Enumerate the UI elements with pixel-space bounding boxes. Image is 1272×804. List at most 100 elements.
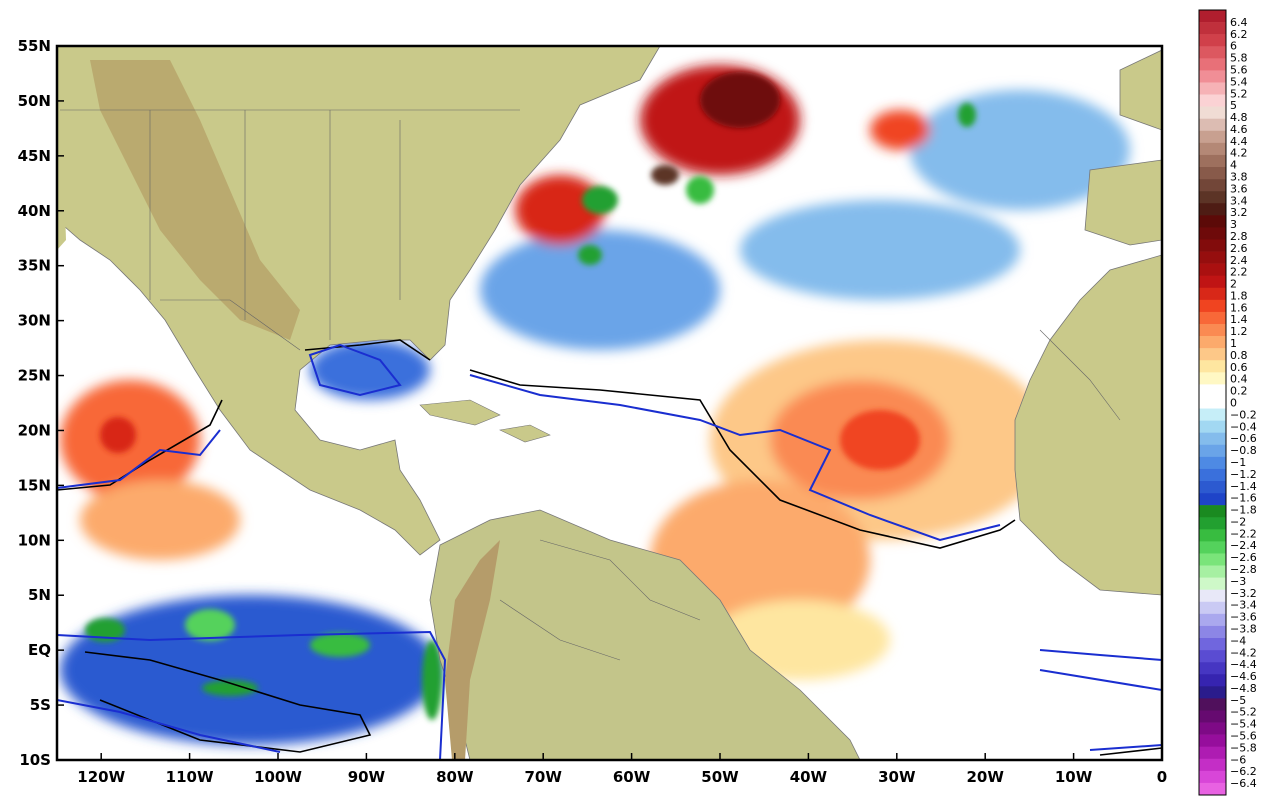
- colorbar-label: −4.4: [1230, 658, 1257, 671]
- colorbar-swatch: [1199, 493, 1226, 506]
- colorbar-label: 0.2: [1230, 385, 1248, 398]
- colorbar-swatch: [1199, 589, 1226, 603]
- colorbar-swatch: [1199, 613, 1226, 627]
- colorbar-swatch: [1199, 601, 1226, 615]
- cool-core-green-2: [686, 176, 714, 204]
- colorbar-label: 4.6: [1230, 123, 1248, 136]
- colorbar-swatch: [1199, 674, 1226, 687]
- hispaniola-landmass: [499, 424, 551, 443]
- latitude-axis: 55N 50N 45N 40N 35N 30N 25N 20N 15N 10N 5N EQ 5S 10S: [18, 37, 64, 769]
- colorbar-label: 4: [1230, 159, 1237, 172]
- political-boundaries: [60, 109, 1121, 661]
- warm-core-dark: [700, 72, 780, 128]
- colorbar-label: 3.8: [1230, 171, 1248, 184]
- colorbar-swatch: [1199, 529, 1226, 542]
- colorbar-label: −3.8: [1230, 622, 1257, 635]
- colorbar-swatch: [1199, 456, 1226, 470]
- baja-coast: [57, 160, 66, 250]
- colorbar-swatch: [1199, 203, 1226, 216]
- colorbar-swatch: [1199, 311, 1226, 325]
- lon-tick-label: 40W: [790, 768, 828, 786]
- colorbar-label: −3.4: [1230, 599, 1257, 612]
- cool-core-green-pacific-2: [310, 633, 370, 657]
- colorbar-label: 5.4: [1230, 75, 1248, 88]
- black-contour-pacific-north: [57, 399, 223, 491]
- cool-core-green-3: [578, 245, 602, 265]
- colorbar-label: 0.6: [1230, 361, 1248, 374]
- warm-core-pacific: [100, 417, 136, 453]
- colorbar-swatch: [1199, 468, 1226, 482]
- colorbar-swatch: [1199, 770, 1226, 784]
- british-isles-landmass: [1119, 49, 1162, 131]
- colorbar-label: −5.2: [1230, 706, 1257, 719]
- colorbar-label: −1.6: [1230, 492, 1257, 505]
- colorbar-label: −0.6: [1230, 432, 1257, 445]
- lon-tick-label: 50W: [701, 768, 739, 786]
- colorbar-swatch: [1199, 130, 1226, 144]
- colorbar-label: 2.8: [1230, 230, 1248, 243]
- colorbar-swatch: [1199, 565, 1226, 578]
- colorbar-label: −5: [1230, 694, 1246, 707]
- colorbar-swatch: [1199, 481, 1226, 494]
- colorbar-swatch: [1199, 625, 1226, 639]
- cuba-landmass: [419, 399, 501, 426]
- colorbar-label: 5.2: [1230, 87, 1248, 100]
- colorbar-label: −6.4: [1230, 777, 1257, 790]
- africa-borders: [1039, 329, 1121, 421]
- lat-tick-label: 5N: [28, 586, 51, 604]
- colorbar-label: −5.6: [1230, 730, 1257, 743]
- colorbar-label: 0: [1230, 397, 1237, 410]
- colorbar-label: 6.2: [1230, 28, 1248, 41]
- colorbar-label: −0.4: [1230, 420, 1257, 433]
- us-mexico-border: [160, 299, 301, 351]
- colorbar-label: 5.8: [1230, 52, 1248, 65]
- colorbar-label: 0.4: [1230, 373, 1248, 386]
- colorbar-label: −0.8: [1230, 444, 1257, 457]
- lat-tick-label: EQ: [28, 641, 51, 659]
- south-america-borders: [499, 539, 701, 661]
- cool-anomaly-central-atlantic: [740, 200, 1020, 300]
- colorbar-label: 6: [1230, 40, 1237, 53]
- colorbar-swatch: [1199, 782, 1226, 796]
- cool-core-green-north: [958, 103, 976, 127]
- colorbar-swatch: [1199, 384, 1226, 397]
- lat-tick-label: 25N: [18, 367, 51, 385]
- colorbar-label: 2: [1230, 278, 1237, 291]
- colorbar-swatch: [1199, 215, 1226, 228]
- colorbar-label: 3: [1230, 218, 1237, 231]
- lon-tick-label: 10W: [1055, 768, 1093, 786]
- colorbar-swatch: [1199, 420, 1226, 433]
- colorbar-label: −6: [1230, 753, 1246, 766]
- colorbar-label: 1.6: [1230, 301, 1248, 314]
- lat-tick-label: 35N: [18, 257, 51, 275]
- lat-tick-label: 30N: [18, 312, 51, 330]
- colorbar-swatch: [1199, 58, 1226, 71]
- lat-tick-label: 10S: [19, 751, 51, 769]
- colorbar-label: −1.8: [1230, 504, 1257, 517]
- colorbar-swatch: [1199, 70, 1226, 83]
- blue-contour-pacific-south: [57, 630, 447, 760]
- colorbar-swatch: [1199, 299, 1226, 313]
- colorbar-label: −3.2: [1230, 587, 1257, 600]
- colorbar-swatch: [1199, 650, 1226, 663]
- anomaly-field-cores: [85, 72, 976, 720]
- colorbar-label: −2: [1230, 515, 1246, 528]
- colorbar-swatch: [1199, 106, 1226, 119]
- colorbar-swatch: [1199, 10, 1226, 23]
- colorbar-swatch: [1199, 432, 1226, 446]
- colorbar: 6.46.265.85.65.45.254.84.64.44.243.83.63…: [1198, 9, 1257, 796]
- colorbar-label: −1.4: [1230, 480, 1257, 493]
- colorbar-swatch: [1199, 287, 1226, 301]
- colorbar-label: 3.4: [1230, 194, 1248, 207]
- black-contour-pacific-south: [84, 651, 372, 753]
- colorbar-swatch: [1199, 710, 1226, 723]
- colorbar-swatch: [1199, 336, 1226, 349]
- colorbar-swatch: [1199, 577, 1226, 590]
- iberia-landmass: [1084, 159, 1162, 246]
- colorbar-label: −4.2: [1230, 646, 1257, 659]
- colorbar-label: 2.6: [1230, 242, 1248, 255]
- colorbar-label: 1.4: [1230, 313, 1248, 326]
- warm-anomaly-north-central: [870, 110, 930, 150]
- colorbar-label: −3.6: [1230, 611, 1257, 624]
- colorbar-swatch: [1199, 191, 1226, 204]
